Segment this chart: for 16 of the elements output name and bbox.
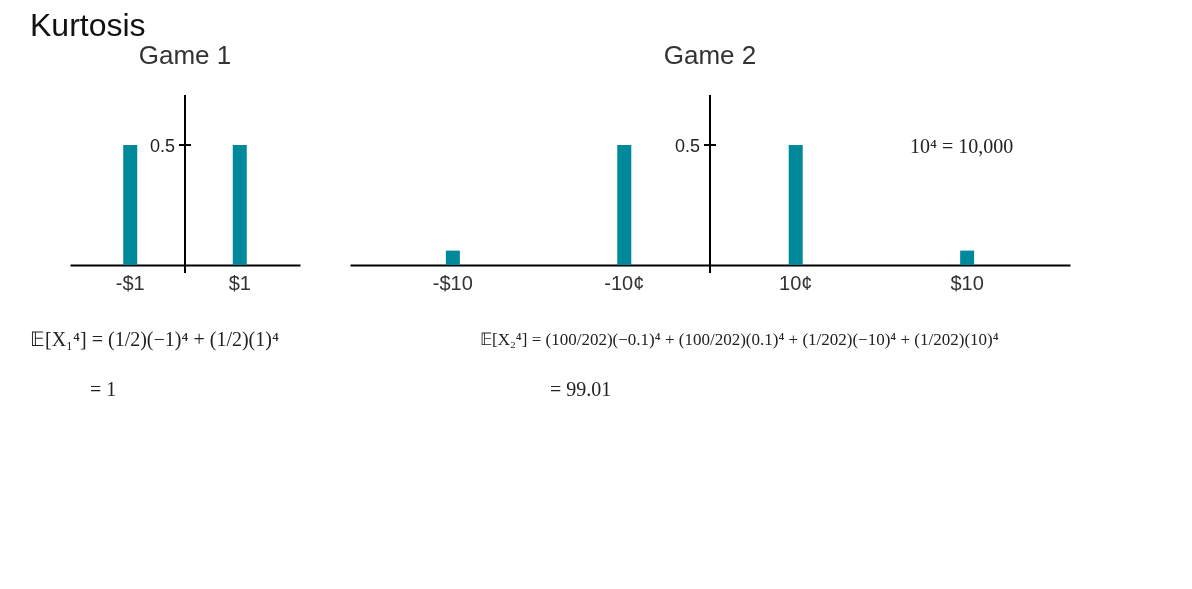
x-tick-label: 10¢ <box>779 271 813 294</box>
chart-title: Game 1 <box>138 40 232 70</box>
x-tick-label: $1 <box>228 271 251 294</box>
annotation: 0.5 <box>674 136 700 156</box>
x-tick-label: $10 <box>950 271 984 294</box>
annotation: 10⁴ = 10,000 <box>910 135 1014 157</box>
text: 𝔼[X₁⁴] = (1/2)(−1)⁴ + (1/2)(1)⁴ <box>30 328 279 351</box>
text: = 99.01 <box>550 378 612 400</box>
text: Kurtosis <box>30 7 146 43</box>
x-tick-label: -$1 <box>115 271 145 294</box>
annotation: 0.5 <box>149 136 175 156</box>
x-tick-label: -10¢ <box>604 271 645 294</box>
text: 𝔼[X₂⁴] = (100/202)(−0.1)⁴ + (100/202)(0.1)⁴ + (1/202)(−10)⁴ + (1/202)(10)⁴ <box>480 330 999 349</box>
x-tick-label: -$10 <box>432 271 473 294</box>
text: = 1 <box>90 378 117 400</box>
chart-title: Game 2 <box>663 40 757 70</box>
